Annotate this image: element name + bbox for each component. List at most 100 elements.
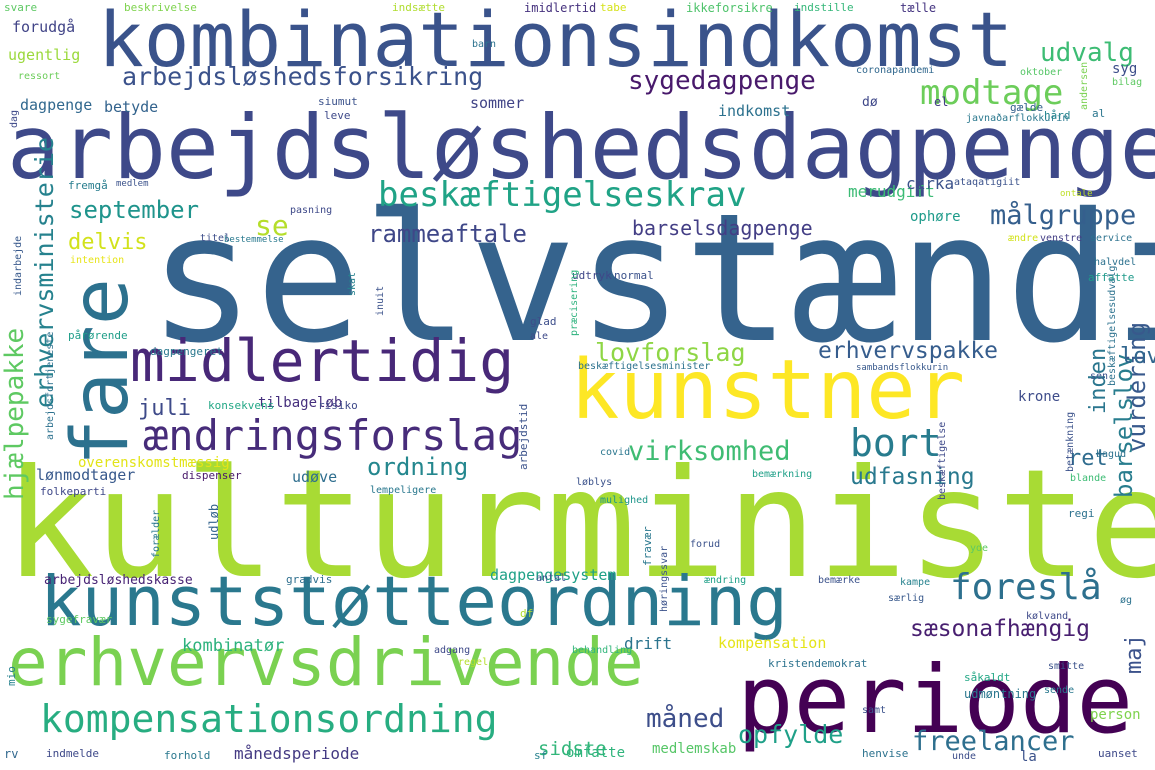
word: hjælpepakke (0, 327, 30, 500)
word: bemærke (818, 575, 861, 586)
word: udøve (292, 468, 338, 486)
word: indarbejde (13, 235, 24, 296)
word: forhold (164, 749, 211, 762)
word: kombinationsindkomst (98, 0, 1014, 84)
word: præcisering (569, 269, 580, 336)
word: indsætte (392, 1, 445, 14)
word: krone (1018, 389, 1061, 405)
word: affatte (1088, 271, 1135, 284)
word: dag (9, 109, 20, 128)
word: freelancer (912, 726, 1075, 757)
word: omfatte (566, 745, 626, 761)
word: skat (347, 271, 358, 296)
word: inuit (375, 285, 386, 316)
word: kølvand (1026, 611, 1069, 622)
word: arbejdstid (517, 403, 530, 470)
word: indkomst (718, 102, 791, 120)
word: forudgå (12, 18, 76, 36)
word: øg (1120, 595, 1133, 606)
word: barselsdagpenge (632, 216, 813, 240)
word: sæsonafhængig (910, 616, 1091, 642)
word: sidste (538, 738, 607, 760)
word: behandling (572, 645, 633, 656)
word: dagpengesystem (490, 566, 617, 584)
word: modtage (920, 73, 1064, 113)
word: dø (862, 95, 878, 110)
word: beskæftigelsesudvalg (1107, 265, 1118, 386)
word: ontale (1060, 189, 1093, 199)
word: kunststøtteordning (40, 562, 788, 642)
word: merudgift (848, 182, 935, 201)
word: df (520, 607, 534, 620)
word: sambandsflokkurin (856, 363, 949, 373)
word: sygedagpenge (628, 66, 816, 96)
word: pasning (290, 205, 333, 216)
word: halvdel (1094, 257, 1137, 268)
word: pårørende (68, 329, 128, 342)
word: lønmodtager (36, 466, 136, 484)
word: uanset (1098, 747, 1138, 760)
word: adgang (434, 645, 471, 656)
word: overenskomstmæssig (78, 455, 230, 471)
word: delvis (68, 230, 148, 255)
word: midlertidig (130, 327, 515, 395)
word: beskæftigelseskrav (378, 175, 747, 215)
word: medlemskab (652, 741, 737, 757)
word: dispenser (182, 469, 242, 482)
word: smitte (1048, 661, 1085, 672)
word: sf (534, 749, 548, 762)
word: ophøre (910, 209, 961, 225)
word: gradvis (286, 573, 333, 586)
word: udløb (207, 503, 221, 540)
word: kompensation (718, 634, 827, 652)
word: ændre (1008, 233, 1039, 244)
word: beskæftigelse (937, 421, 948, 500)
word: kunstner (570, 343, 965, 438)
word: foreslå (950, 567, 1102, 608)
word: medlem (116, 179, 149, 189)
word: samt (862, 705, 887, 716)
word: tabe (600, 1, 627, 14)
word: ressort (18, 71, 61, 82)
word: rv (4, 747, 19, 761)
word: beskæftigelsesminister (578, 361, 711, 372)
word: se (255, 209, 289, 242)
word: mulighed (600, 495, 649, 506)
word: ale (530, 331, 549, 342)
word: bemærkning (752, 469, 813, 480)
word: risiko (318, 399, 358, 412)
word: lempeligere (370, 485, 437, 496)
word: regi (1068, 507, 1095, 520)
word: virksomhed (628, 436, 791, 467)
word: fremgå (68, 179, 108, 192)
word: kompensationsordning (40, 697, 498, 741)
word: lov (1120, 344, 1155, 369)
word: ændringsforslag (143, 411, 523, 460)
word: ugentlig (8, 46, 81, 64)
word: vurdering (1123, 321, 1151, 452)
word: coronapandemi (856, 65, 935, 76)
word: tilbageløb (258, 395, 343, 411)
word: unde (952, 751, 977, 762)
word: henvise (862, 747, 909, 760)
word: maj (1122, 634, 1147, 674)
word: periode (737, 646, 1134, 755)
word: sende (1044, 685, 1075, 696)
word: titel (200, 233, 231, 244)
word: betyde (104, 98, 159, 116)
word: el (934, 95, 949, 109)
word: udfasning (850, 464, 975, 490)
word: kombinatør (182, 636, 285, 656)
word: antal (536, 573, 567, 584)
word: andersen (1079, 61, 1090, 110)
word: javnaðarflokkurin (966, 113, 1069, 124)
word: drift (624, 634, 673, 653)
word: månedsperiode (234, 744, 360, 763)
word: blande (1070, 473, 1107, 484)
word: såkaldt (964, 671, 1011, 684)
word: leve (324, 109, 351, 122)
word: måned (646, 704, 725, 734)
word: høringssvar (659, 545, 670, 612)
word: løblys (576, 477, 613, 488)
